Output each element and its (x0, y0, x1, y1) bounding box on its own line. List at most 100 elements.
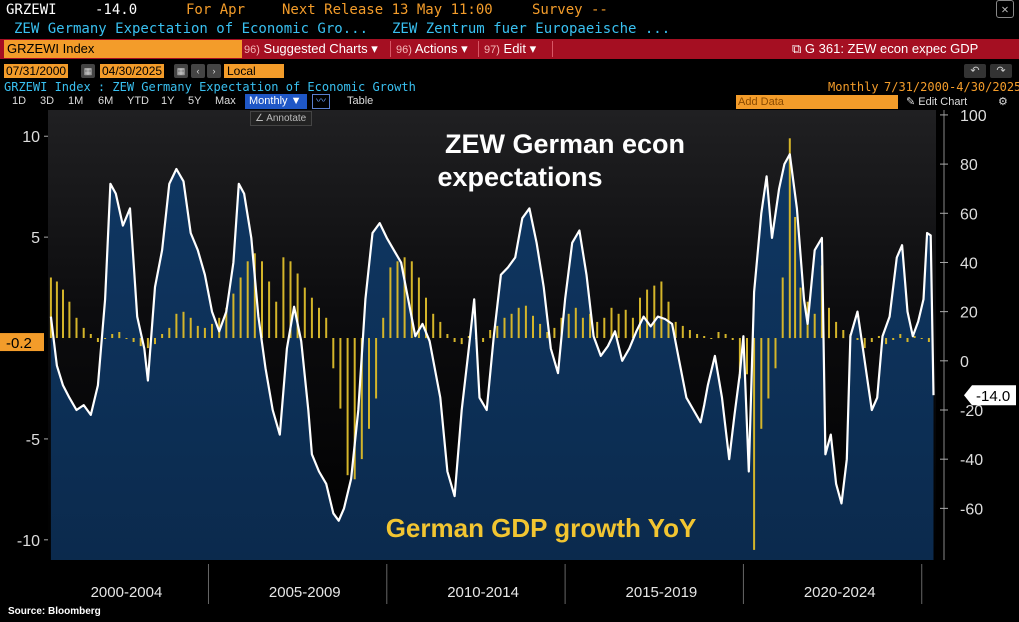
left-axis-tick-label: -10 (17, 533, 40, 550)
gdp-bar-49 (396, 261, 399, 338)
ticker-bar: GRZEWI -14.0 For Apr Next Release 13 May… (0, 0, 1019, 20)
range-button-ytd[interactable]: YTD (127, 95, 149, 107)
chart-info-row: GRZEWI Index : ZEW Germany Expectation o… (0, 80, 1019, 94)
gdp-bar-102 (774, 338, 777, 369)
gdp-bar-44 (360, 338, 363, 460)
calendar-icon[interactable]: ▦ (174, 64, 188, 78)
currency-select[interactable]: Local CCY ▾ (224, 64, 284, 92)
settings-icon[interactable]: ⚙ (998, 96, 1008, 108)
zew-line-path (49, 153, 935, 522)
gdp-bar-9 (111, 334, 114, 338)
range-button-max[interactable]: Max (215, 95, 236, 107)
range-button-1d[interactable]: 1D (12, 95, 27, 107)
gdp-bar-111 (835, 321, 838, 338)
zew-line (49, 153, 935, 522)
gdp-bar-4 (75, 317, 78, 338)
gdp-bar-122 (913, 336, 916, 338)
range-button-5y[interactable]: 5Y (188, 95, 202, 107)
left-axis-tick-label: -5 (26, 432, 40, 449)
gdp-bar-64 (503, 317, 506, 338)
gdp-bar-3 (68, 301, 71, 338)
end-date-field[interactable]: 04/30/2025 (100, 64, 165, 78)
gdp-bar-65 (510, 313, 513, 338)
gdp-bar-120 (899, 334, 902, 338)
gdp-bar-123 (920, 338, 923, 339)
range-button-6m[interactable]: 6M (98, 95, 114, 107)
gdp-bar-114 (856, 338, 859, 340)
right-current-value: -14.0 (976, 388, 1010, 405)
frequency-select[interactable]: Monthly ▼ (245, 94, 307, 109)
gdp-bar-12 (132, 338, 135, 342)
chevron-down-icon: ▾ (529, 41, 537, 56)
redo-icon[interactable]: ↷ (990, 64, 1012, 78)
right-axis-tick-label: 0 (960, 354, 969, 371)
x-axis-label: 2000-2004 (91, 584, 163, 601)
gdp-bar-7 (96, 338, 99, 342)
gdp-bar-81 (624, 309, 627, 339)
gdp-bar-59 (467, 336, 470, 338)
annotate-button[interactable]: ∠ Annotate (250, 111, 312, 126)
line-chart-icon[interactable]: 〰 (312, 94, 330, 109)
range-button-1y[interactable]: 1Y (161, 95, 175, 107)
gdp-bar-70 (546, 332, 549, 339)
ticker-period: For Apr (186, 2, 246, 18)
gdp-bar-104 (788, 138, 791, 339)
gdp-bar-45 (368, 338, 370, 429)
ticker-symbol: GRZEWI (6, 2, 57, 18)
table-button[interactable]: Table (347, 95, 374, 107)
suggested-charts-menu[interactable]: 96) Suggested Charts ▾ (244, 40, 378, 58)
gdp-bar-80 (617, 313, 620, 338)
actions-menu[interactable]: 96) Actions ▾ (396, 40, 468, 58)
frequency-select-label: Monthly (249, 95, 288, 107)
gdp-bar-46 (375, 338, 378, 399)
gdp-bar-99 (753, 338, 756, 550)
gdp-bar-0 (49, 277, 52, 338)
add-data-input[interactable]: Add Data (736, 95, 898, 109)
gdp-bar-48 (389, 267, 392, 338)
next-arrow-icon[interactable]: › (207, 64, 221, 78)
gdp-bar-39 (325, 317, 328, 338)
right-axis-tick-label: -60 (960, 501, 983, 518)
range-button-1m[interactable]: 1M (68, 95, 84, 107)
gdp-bar-14 (146, 338, 149, 349)
right-axis-tick-label: 20 (960, 305, 978, 322)
gdp-series-label: German GDP growth YoY (386, 513, 697, 543)
gdp-bar-115 (863, 338, 866, 349)
gdp-bar-106 (799, 287, 802, 338)
calendar-icon[interactable]: ▦ (81, 64, 95, 78)
left-axis-tick-label: 5 (31, 230, 40, 247)
gdp-bar-79 (610, 307, 613, 339)
edit-chart-label: Edit Chart (918, 96, 968, 108)
gdp-bar-6 (89, 334, 92, 338)
gdp-bar-62 (489, 330, 492, 339)
gdp-bar-22 (203, 327, 206, 338)
chevron-down-icon: ▾ (371, 41, 378, 56)
undo-icon[interactable]: ↶ (964, 64, 986, 78)
range-button-3d[interactable]: 3D (40, 95, 55, 107)
gdp-bar-26 (232, 293, 235, 338)
chart-date-range: 7/31/2000-4/30/2025 (884, 80, 1019, 94)
gdp-bar-36 (303, 287, 306, 338)
gdp-bar-41 (339, 338, 342, 409)
gdp-bar-40 (332, 338, 335, 369)
gdp-bar-101 (767, 338, 770, 399)
gdp-bar-98 (746, 338, 748, 375)
separator (390, 41, 391, 57)
close-icon[interactable]: ✕ (996, 0, 1014, 18)
edit-menu[interactable]: 97) Edit ▾ (484, 40, 536, 58)
ticker-command-input[interactable]: GRZEWI Index (4, 40, 242, 58)
gdp-bar-50 (403, 257, 406, 338)
gdp-bar-13 (139, 338, 142, 347)
chart-function-label: G 361: ZEW econ expec GDP (804, 41, 979, 56)
gdp-bar-94 (717, 332, 720, 339)
gdp-bar-95 (724, 334, 727, 338)
chevron-down-icon: ▾ (461, 41, 468, 56)
edit-chart-button[interactable]: ✎ Edit Chart (906, 96, 968, 108)
start-date-field[interactable]: 07/31/2000 (4, 64, 69, 78)
gdp-bar-87 (667, 301, 670, 338)
previous-arrow-icon[interactable]: ‹ (191, 64, 205, 78)
gdp-bar-2 (62, 289, 64, 338)
chart-frequency: Monthly (828, 80, 879, 94)
external-link-icon: ⧉ (792, 41, 802, 56)
chart-function-link[interactable]: ⧉ G 361: ZEW econ expec GDP (792, 40, 978, 58)
